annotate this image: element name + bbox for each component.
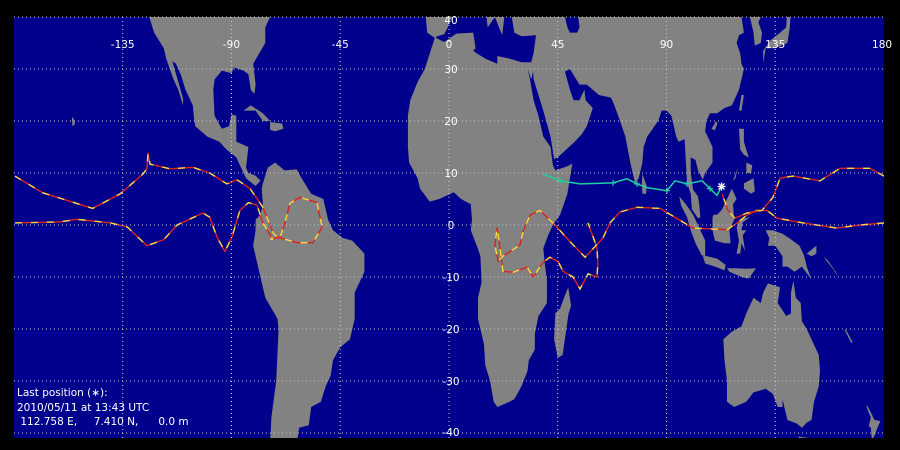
track-position-marker: [610, 179, 617, 186]
landmass-palawan: [733, 167, 738, 181]
drift-track-line: [494, 206, 885, 290]
latitude-label: 40: [444, 15, 457, 27]
longitude-label: 180: [872, 39, 892, 51]
landmass-south-america: [253, 162, 365, 438]
latitude-label: -40: [442, 427, 459, 439]
drift-track-line-alt: [721, 167, 885, 220]
longitude-label: -45: [332, 39, 349, 51]
track-position-marker: [684, 180, 691, 187]
landmass-madagascar: [554, 287, 572, 358]
landmass-cuba: [243, 105, 271, 121]
last-position-heading: Last position (∗):: [17, 387, 108, 399]
track-position-marker: [664, 187, 671, 194]
landmass-visayas: [746, 162, 753, 173]
recent-track-line: [542, 173, 723, 197]
landmass-afro-eurasia: [407, 17, 744, 407]
track-position-marker: [707, 185, 714, 192]
landmass-japan: [763, 17, 791, 64]
landmass-mindanao: [743, 178, 755, 194]
drift-track-line-alt: [14, 153, 323, 244]
landmass-sumatra: [679, 196, 706, 257]
longitude-label: 0: [446, 39, 453, 51]
landmass-hispaniola: [270, 122, 284, 132]
sea-mediterranean: [435, 17, 536, 64]
latitude-label: 30: [444, 64, 457, 76]
longitude-label: -90: [223, 39, 240, 51]
longitude-label: 135: [765, 39, 785, 51]
landmass-new-caledonia: [844, 329, 853, 343]
landmass-lesser-sunda: [727, 268, 756, 279]
latitude-label: -10: [442, 272, 459, 284]
last-position-coords: 112.758 E, 7.410 N, 0.0 m: [17, 416, 189, 428]
longitude-label: 90: [660, 39, 673, 51]
track-position-marker: [556, 177, 563, 184]
longitude-label: -135: [111, 39, 135, 51]
landmass-hainan: [711, 121, 718, 131]
landmass-taiwan: [739, 95, 744, 111]
landmass-solomons: [823, 256, 839, 277]
landmass-new-zealand: [866, 404, 881, 438]
landmass-korea: [749, 17, 762, 46]
landmass-new-britain: [806, 245, 817, 257]
landmass-java: [702, 255, 726, 271]
landmass-luzon: [739, 128, 749, 158]
latitude-label: 0: [448, 220, 455, 232]
landmass-sri-lanka: [641, 174, 647, 194]
track-position-marker: [634, 180, 641, 187]
landmass-north-america: [149, 17, 271, 186]
latitude-label: -20: [442, 324, 459, 336]
landmass-new-guinea: [765, 230, 812, 280]
latitude-label: 10: [444, 168, 457, 180]
landmass-australia: [723, 280, 820, 428]
last-position-star-icon: [717, 182, 726, 191]
sea-caspian: [565, 17, 580, 33]
landmass-sulawesi: [736, 217, 750, 254]
last-position-datetime: 2010/05/11 at 13:43 UTC: [17, 401, 150, 414]
landmass-tasmania: [798, 436, 808, 438]
map-layer: [14, 17, 885, 438]
landmass-hawaii: [71, 116, 75, 127]
latitude-label: 20: [444, 116, 457, 128]
latitude-label: -30: [442, 376, 459, 388]
longitude-label: 45: [551, 39, 564, 51]
last-position-panel: Last position (∗): 2010/05/11 at 13:43 UT…: [17, 386, 189, 430]
drift-track-line-alt: [14, 201, 274, 254]
